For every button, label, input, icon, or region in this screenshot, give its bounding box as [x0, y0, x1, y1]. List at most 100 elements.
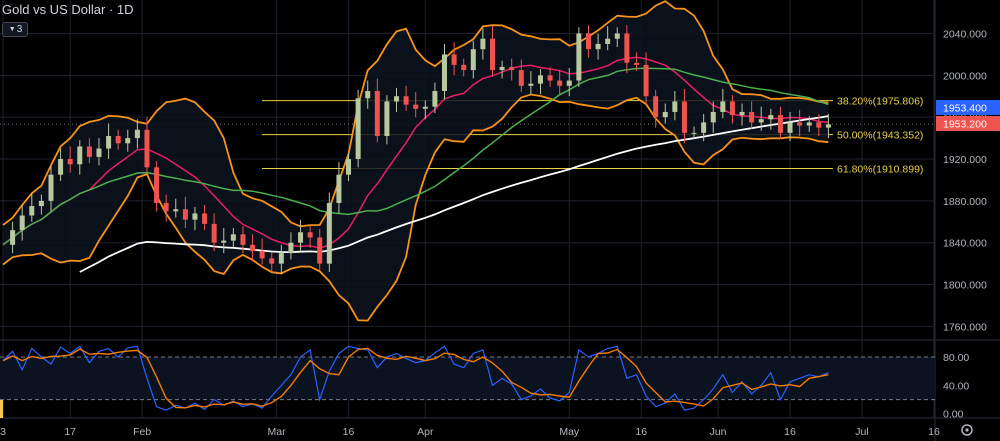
candle-body [403, 96, 409, 105]
gear-icon-center [965, 428, 969, 432]
oscillator-edge-marker [0, 400, 3, 418]
time-tick-label: 16 [784, 426, 796, 438]
chevron-down-icon: ▼ [8, 26, 16, 33]
candle-body [797, 122, 803, 126]
candle-body [394, 96, 400, 102]
price-tick-label: 2000.000 [943, 70, 987, 82]
candle-body [662, 111, 668, 118]
time-tick-label: 17 [64, 426, 76, 438]
indicators-toggle-button[interactable]: ▼ 3 [2, 22, 28, 37]
candle-body [240, 234, 246, 245]
price-tick-label: 1760.000 [943, 321, 987, 333]
candle-body [825, 124, 831, 128]
price-badge-label: 1953.400 [943, 103, 987, 115]
candle-body [749, 111, 755, 123]
candle-body [528, 83, 534, 86]
candle-body [701, 122, 707, 133]
candle-body [624, 33, 630, 63]
candle-body [115, 136, 121, 144]
symbol-title[interactable]: Gold vs US Dollar [2, 2, 106, 17]
candle-body [643, 64, 649, 97]
candle-body [470, 49, 476, 71]
header-separator: · [108, 2, 114, 17]
candle-body [106, 136, 112, 149]
candle-body [317, 237, 323, 264]
candle-body [38, 200, 44, 207]
candle-body [182, 209, 188, 220]
candle-body [585, 33, 591, 50]
time-tick-label: 16 [928, 426, 940, 438]
candle-body [77, 146, 83, 165]
oscillator-pane [0, 345, 935, 418]
candle-body [298, 232, 304, 243]
chart-header: Gold vs US Dollar · 1D [2, 2, 134, 17]
candle-body [729, 101, 735, 116]
candle-body [595, 43, 601, 50]
candle-body [422, 106, 428, 109]
candle-body [758, 119, 764, 123]
price-tick-label: 2040.000 [943, 28, 987, 40]
gear-icon[interactable] [961, 424, 973, 436]
ask-price-badge [936, 100, 1000, 115]
bollinger-bands [2, 0, 829, 322]
oscillator-tick-label: 80.00 [943, 352, 969, 364]
candle-body [442, 54, 448, 92]
candle-body [125, 138, 131, 144]
fibonacci-label: 50.00%(1943.352) [837, 130, 923, 142]
mid-moving-average-line [2, 67, 829, 246]
candle-body [202, 213, 208, 224]
time-tick-label: Feb [133, 426, 151, 438]
oscillator-tick-label: 40.00 [943, 380, 969, 392]
candle-body [19, 215, 25, 231]
time-tick-label: Mar [267, 426, 286, 438]
candlestick-series [10, 25, 831, 275]
candle-body [67, 159, 73, 165]
stochastic-d-line [2, 347, 829, 409]
candle-body [250, 244, 256, 252]
candle-body [154, 167, 160, 203]
candle-body [163, 202, 169, 212]
candle-body [461, 64, 467, 71]
price-badges: 1953.400 1953.200 [936, 100, 1000, 131]
candle-body [768, 115, 774, 120]
price-tick-label: 1840.000 [943, 238, 987, 250]
candle-body [278, 253, 284, 264]
candle-body [307, 232, 313, 238]
candle-body [10, 230, 16, 245]
candle-body [374, 91, 380, 136]
time-tick-label: May [559, 426, 580, 438]
candle-body [672, 101, 678, 112]
oscillator-tick-label: 0.00 [943, 409, 964, 421]
candle-body [29, 206, 35, 216]
candle-body [710, 111, 716, 123]
candle-body [326, 202, 332, 264]
candle-body [566, 80, 572, 86]
candle-body [173, 209, 179, 212]
time-tick-label: Jun [710, 426, 727, 438]
candle-body [48, 174, 54, 201]
candle-body [777, 115, 783, 133]
candle-body [346, 159, 352, 175]
candle-body [96, 148, 102, 157]
candle-body [576, 33, 582, 81]
candle-body [336, 174, 342, 203]
candle-body [557, 80, 563, 86]
candle-body [365, 91, 371, 99]
indicator-count: 3 [16, 24, 23, 35]
interval-label[interactable]: 1D [116, 2, 134, 17]
candle-body [681, 101, 687, 133]
candle-body [144, 129, 150, 168]
candle-body [614, 33, 620, 39]
time-tick-label: Apr [417, 426, 434, 438]
price-badge-label: 1953.200 [943, 119, 987, 131]
candle-body [211, 223, 217, 243]
candle-body [259, 251, 265, 259]
bollinger-upper-line [2, 0, 829, 228]
settings-button[interactable] [961, 424, 973, 436]
fibonacci-label: 38.20%(1975.806) [837, 96, 923, 108]
axes: 2040.0002000.0001960.0001920.0001880.000… [0, 28, 987, 438]
candle-body [192, 213, 198, 220]
candle-body [518, 70, 524, 86]
candle-body [432, 91, 438, 107]
